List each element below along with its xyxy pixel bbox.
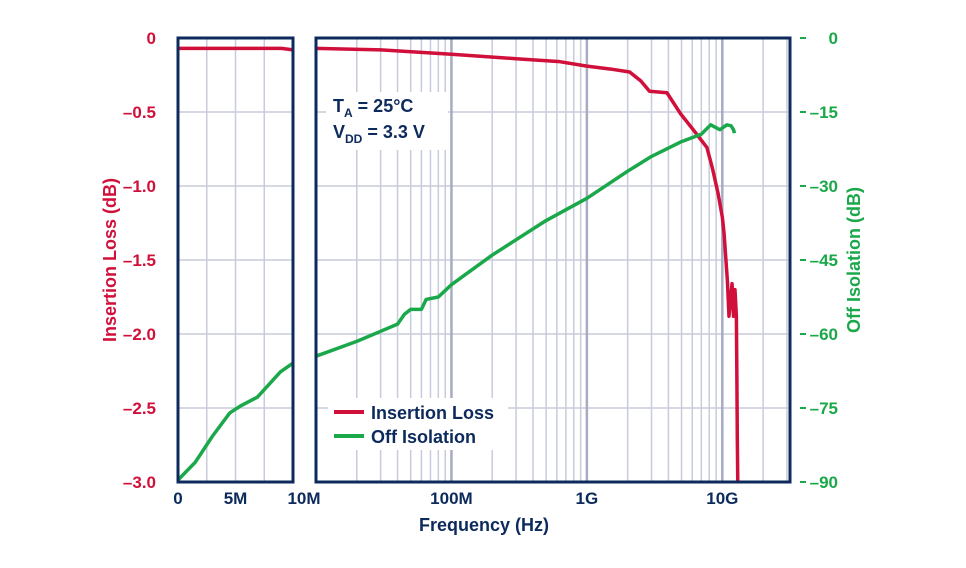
y-right-tick-label: –60 <box>810 325 838 344</box>
y-left-tick-label: 0 <box>147 29 156 48</box>
y-left-tick-label: –0.5 <box>123 103 156 122</box>
x-tick-label: 10G <box>706 489 738 508</box>
y-right-tick-label: –45 <box>810 251 838 270</box>
x-tick-label: 10M <box>287 489 320 508</box>
plot-lines <box>176 46 740 482</box>
y-right-tick-label: –15 <box>810 103 838 122</box>
x-axis-label: Frequency (Hz) <box>419 515 549 535</box>
x-tick-label: 5M <box>224 489 248 508</box>
y-right-tick-label: –30 <box>810 177 838 196</box>
y-axis-right-label: Off Isolation (dB) <box>844 187 864 333</box>
tick-labels: 0 –0.5 –1.0 –1.5 –2.0 –2.5 –3.0 0 –15 –30 –45 –60 –7… <box>123 29 838 508</box>
y-right-tick-label: 0 <box>829 29 838 48</box>
y-left-tick-label: –3.0 <box>123 473 156 492</box>
legend-label-insertion-loss: Insertion Loss <box>371 403 494 423</box>
right-panel-frame <box>314 36 792 484</box>
series-insertion-loss-linear-panel <box>178 46 294 52</box>
y-left-tick-label: –2.0 <box>123 325 156 344</box>
series-off-isolation-linear-panel <box>176 361 295 482</box>
left-panel-frame <box>176 36 295 484</box>
x-tick-label: 1G <box>576 489 599 508</box>
series-off-isolation-log-panel <box>315 123 737 358</box>
y-left-tick-label: –1.5 <box>123 251 156 270</box>
x-tick-label: 100M <box>430 489 473 508</box>
annotation-background <box>326 92 448 150</box>
legend-background <box>328 398 508 450</box>
annotation-ta: TA = 25°C <box>333 96 413 120</box>
y-left-tick-label: –2.5 <box>123 399 156 418</box>
y-left-tick-label: –1.0 <box>123 177 156 196</box>
series-insertion-loss-log-panel <box>315 46 740 481</box>
annotation-vdd: VDD = 3.3 V <box>333 122 425 146</box>
legend-label-off-isolation: Off Isolation <box>371 427 476 447</box>
y-right-tick-label: –90 <box>810 473 838 492</box>
y-axis-left-label: Insertion Loss (dB) <box>100 178 120 342</box>
x-tick-label: 0 <box>173 489 182 508</box>
y-right-tick-label: –75 <box>810 399 838 418</box>
legend: Insertion Loss Off Isolation <box>328 398 508 450</box>
